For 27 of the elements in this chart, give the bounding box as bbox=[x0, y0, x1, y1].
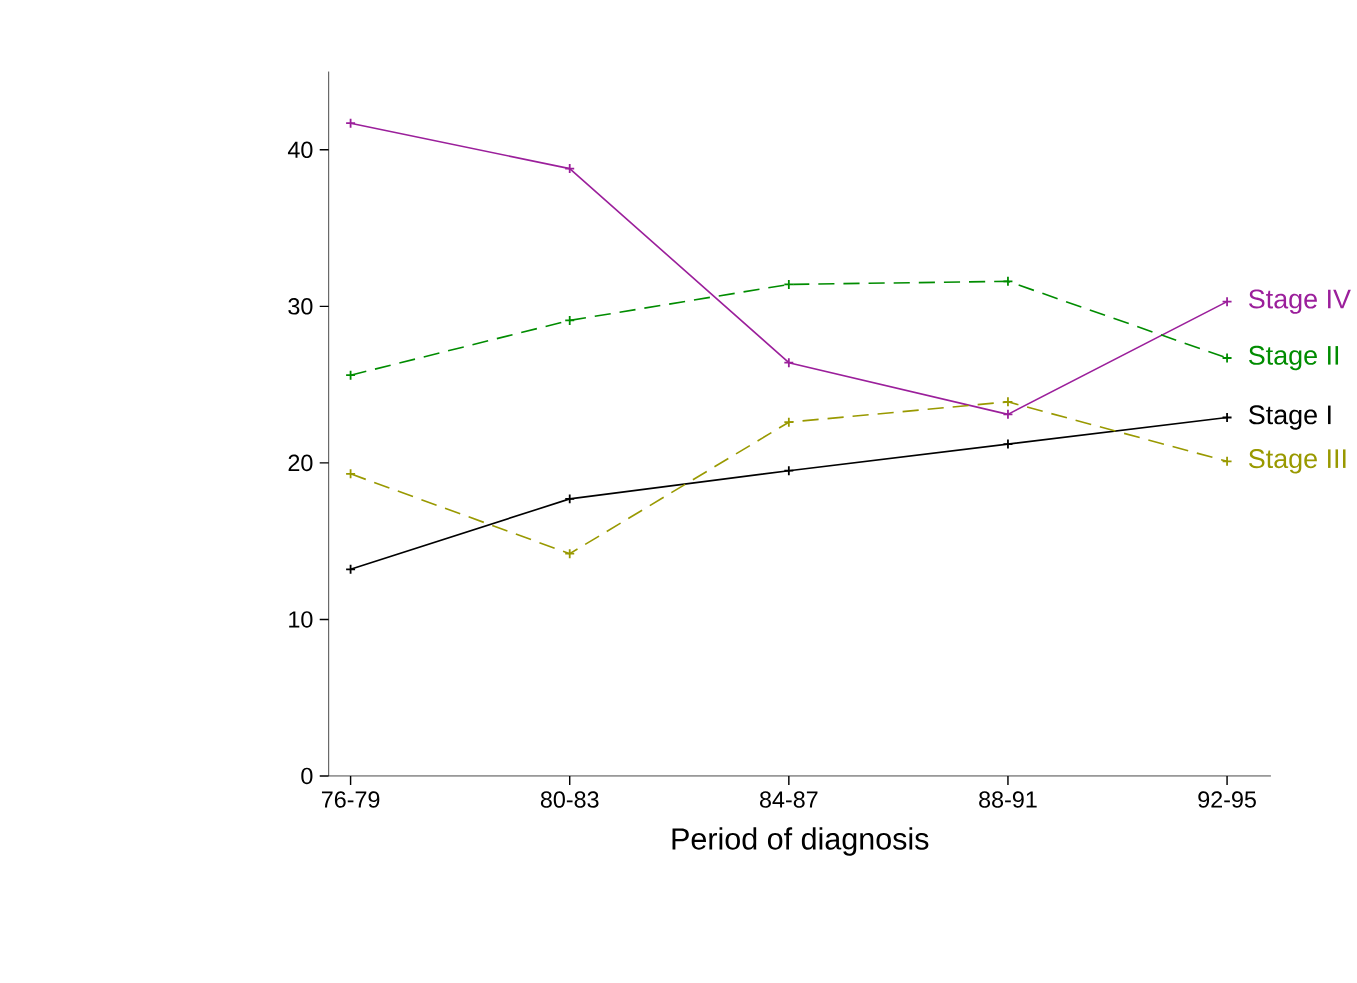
y-tick-label: 10 bbox=[289, 611, 313, 628]
x-tick-label: 92-95 bbox=[1198, 791, 1256, 808]
y-tick-label: 20 bbox=[288, 454, 313, 472]
point bbox=[783, 417, 795, 428]
series-label: Stage IV bbox=[1248, 289, 1351, 315]
point bbox=[1221, 456, 1233, 467]
x-tick-label: 88-91 bbox=[979, 791, 1037, 808]
series-label: Stage I bbox=[1248, 405, 1331, 430]
series-label: Stage III bbox=[1248, 449, 1346, 474]
point bbox=[1221, 296, 1233, 308]
point bbox=[1221, 352, 1233, 364]
x-axis-title: Period of diagnosis bbox=[672, 827, 929, 856]
y-tick-label: 0 bbox=[301, 767, 313, 785]
x-tick-label: 76-79 bbox=[321, 791, 380, 808]
x-tick-label: 80-83 bbox=[540, 791, 599, 808]
y-tick-label: 40 bbox=[287, 141, 313, 159]
point bbox=[783, 357, 795, 369]
point bbox=[564, 493, 576, 505]
point bbox=[1002, 276, 1014, 287]
point bbox=[783, 465, 795, 477]
point bbox=[1002, 409, 1014, 420]
series-label: Stage II bbox=[1248, 346, 1339, 371]
point bbox=[564, 548, 576, 560]
x-tick-label: 84-87 bbox=[760, 791, 818, 808]
point bbox=[1002, 396, 1014, 408]
y-tick-label: 30 bbox=[288, 298, 313, 315]
point bbox=[1002, 438, 1014, 450]
